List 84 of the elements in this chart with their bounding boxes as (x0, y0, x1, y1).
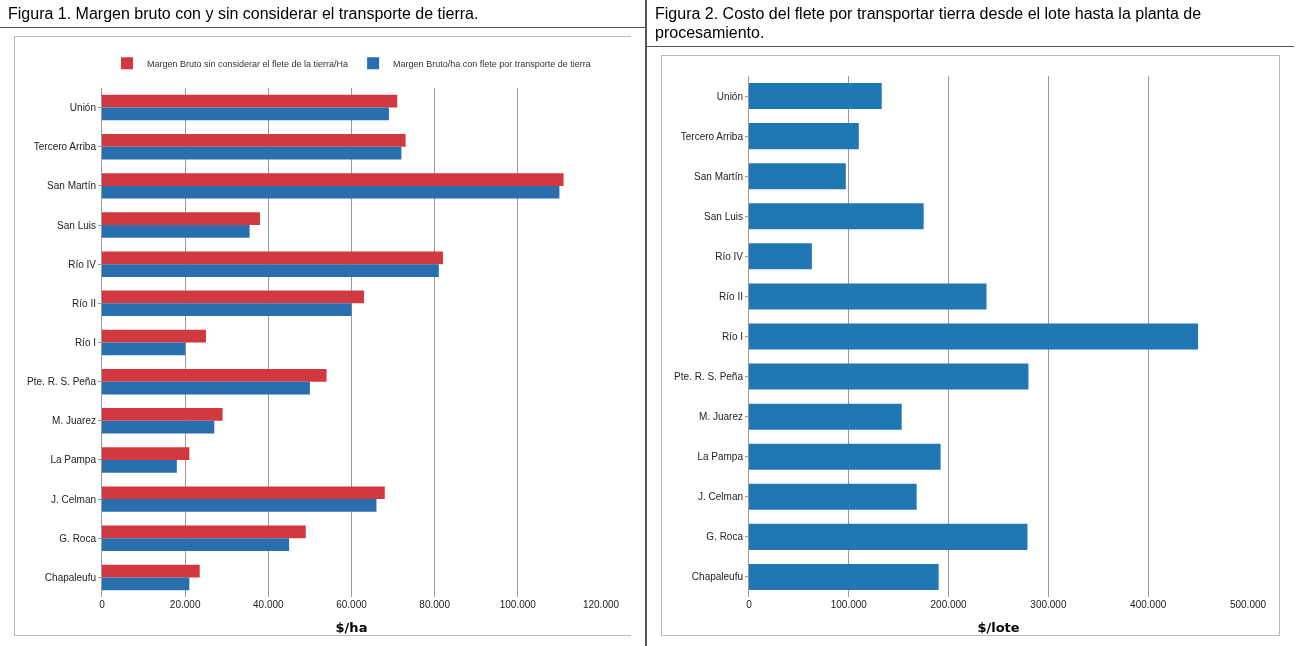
y-tick-label: San Luis (704, 210, 743, 222)
y-tick-label: Unión (69, 102, 96, 114)
y-tick-label: M. Juarez (52, 415, 96, 427)
y-tick-label: San Martín (694, 170, 743, 182)
bar (102, 538, 290, 551)
x-tick-label: 300.000 (1030, 599, 1067, 610)
y-tick-label: M. Juarez (699, 411, 743, 423)
bar (102, 525, 306, 539)
y-tick-label: Chapaleufu (691, 571, 743, 583)
bar (102, 447, 190, 460)
bar (102, 342, 186, 356)
y-tick-label: San Luis (57, 219, 96, 231)
bar (749, 163, 846, 190)
x-tick-label: 0 (99, 599, 106, 610)
bar (102, 264, 439, 277)
bar (102, 94, 398, 108)
bar (749, 563, 939, 590)
y-tick-label: J. Celman (50, 493, 96, 505)
chart-title: Figura 2. Costo del flete por transportar tierra desde el lote hasta la planta de procesamiento. (647, 0, 1294, 47)
y-tick-label: Tercero Arriba (680, 130, 744, 142)
x-axis-title: $/ha (335, 620, 368, 635)
bar (749, 243, 812, 270)
bar (749, 203, 924, 230)
y-tick-label: Río II (719, 290, 743, 302)
bar (749, 283, 987, 310)
x-tick-label: 400.000 (1130, 599, 1167, 610)
y-tick-label: Tercero Arriba (33, 141, 97, 153)
x-tick-label: 100.000 (499, 599, 537, 610)
bar (102, 329, 206, 343)
y-tick-label: Río II (72, 297, 96, 309)
bar (102, 486, 385, 500)
bar (749, 363, 1029, 390)
y-tick-label: Río IV (715, 250, 744, 262)
legend-label: Margen Bruto/ha con flete por transporte de tierra (393, 58, 591, 69)
y-tick-label: G. Roca (59, 532, 97, 544)
bar (102, 173, 564, 186)
y-tick-label: Unión (716, 90, 743, 102)
y-tick-label: La Pampa (697, 451, 744, 463)
bar (102, 251, 443, 265)
y-tick-label: G. Roca (706, 531, 744, 543)
bar (102, 564, 200, 578)
x-tick-label: 60.000 (336, 599, 368, 610)
y-tick-label: Río IV (68, 258, 97, 270)
bar (102, 368, 327, 382)
y-tick-label: La Pampa (50, 454, 97, 466)
x-tick-label: 100.000 (830, 599, 868, 610)
y-tick-label: Chapaleufu (44, 571, 96, 583)
x-tick-label: 120.000 (582, 599, 620, 610)
legend-label: Margen Bruto sin considerar el flete de la tierra/Ha (147, 58, 349, 69)
y-tick-label: Pte. R. S. Peña (27, 376, 97, 388)
x-axis-title: $/lote (977, 620, 1020, 635)
bar (102, 134, 406, 147)
bar (749, 443, 941, 470)
bar (749, 83, 882, 110)
bar (102, 185, 560, 199)
y-tick-label: Río I (721, 331, 743, 342)
bar (102, 420, 215, 434)
x-tick-label: 40.000 (253, 599, 285, 610)
bar (749, 483, 917, 510)
bar (102, 107, 389, 121)
bar (102, 499, 377, 512)
bar (102, 225, 250, 238)
bar (102, 459, 177, 473)
x-tick-label: 200.000 (930, 599, 968, 610)
x-tick-label: 80.000 (419, 599, 451, 610)
chart-title: Figura 1. Margen bruto con y sin considerar el transporte de tierra. (0, 0, 645, 28)
bar (102, 408, 223, 421)
bar (102, 146, 402, 160)
bar (749, 403, 902, 430)
x-tick-label: 0 (746, 599, 753, 610)
bar (102, 290, 364, 304)
y-tick-label: J. Celman (697, 491, 743, 503)
y-tick-label: Pte. R. S. Peña (674, 371, 744, 383)
y-tick-label: Río I (74, 337, 96, 348)
x-tick-label: 20.000 (169, 599, 201, 610)
bar (749, 123, 859, 150)
bar (749, 323, 1199, 350)
bar (102, 577, 190, 591)
y-tick-label: San Martín (47, 180, 96, 192)
bar (102, 381, 310, 395)
bar (102, 212, 261, 226)
x-tick-label: 500.000 (1229, 599, 1267, 610)
bar (749, 523, 1028, 550)
bar (102, 303, 352, 317)
